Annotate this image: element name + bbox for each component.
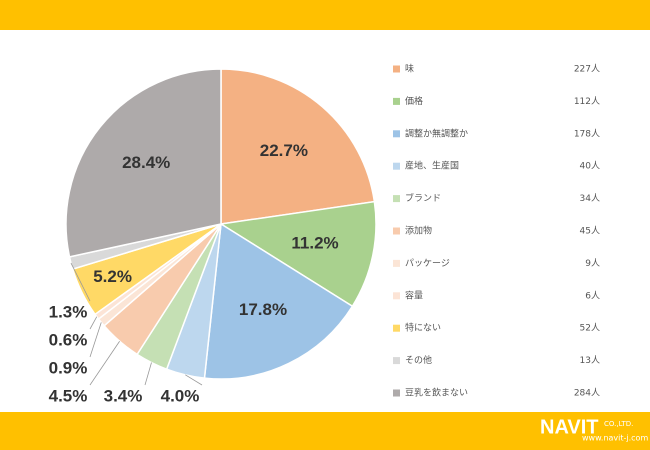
legend-label: 味 (405, 63, 414, 75)
pie-label: 0.6% (49, 330, 88, 349)
legend-swatch (393, 97, 400, 105)
legend-count: 34人 (580, 193, 600, 204)
legend-count: 6人 (585, 290, 600, 301)
legend-label: 添加物 (405, 225, 432, 237)
pie-label: 0.9% (49, 358, 88, 377)
leader-line (185, 374, 203, 386)
legend-label: その他 (405, 354, 432, 366)
leader-line (89, 322, 102, 358)
legend-swatch (393, 324, 400, 332)
pie-slice (218, 200, 377, 308)
pie-slice (65, 68, 222, 258)
pie-label: 5.2% (93, 267, 132, 286)
pie-label: 4.0% (161, 386, 200, 405)
top-bar (0, 0, 650, 30)
legend-count: 45人 (580, 226, 600, 237)
legend-swatch (393, 357, 400, 365)
leader-line (89, 341, 120, 386)
url: www.navit-j.com (582, 434, 648, 443)
legend-label: 特にない (405, 322, 441, 334)
leader-line (144, 362, 152, 386)
logo: NAVIT (540, 416, 599, 438)
legend-swatch (393, 195, 400, 203)
pie-slice (220, 68, 376, 225)
pie-label: 22.7% (260, 141, 308, 160)
legend-swatch (393, 292, 400, 300)
pie-label: 28.4% (122, 153, 170, 172)
company: CO.,LTD. (604, 420, 633, 428)
legend-swatch (393, 389, 400, 397)
legend-swatch (393, 65, 400, 73)
legend-label: 豆乳を飲まない (405, 387, 468, 399)
pie-label: 17.8% (239, 300, 287, 319)
pie-slice (203, 222, 354, 380)
legend-label: 調整か無調整か (405, 127, 468, 139)
bottom-bar (0, 412, 650, 450)
legend-count: 112人 (574, 96, 600, 107)
legend-label: パッケージ (405, 258, 450, 269)
pie-label: 11.2% (291, 233, 338, 252)
legend-count: 52人 (580, 323, 600, 334)
legend-label: 産地、生産国 (405, 160, 459, 172)
legend-swatch (393, 259, 400, 267)
legend-label: 容量 (405, 289, 423, 301)
legend-count: 227人 (574, 64, 600, 75)
pie-label: 4.5% (49, 386, 88, 405)
legend-count: 178人 (574, 128, 600, 139)
legend-count: 40人 (580, 161, 600, 172)
pie-label: 1.3% (49, 302, 88, 321)
pie-label: 3.4% (104, 386, 143, 405)
leader-line (89, 316, 98, 330)
legend-label: ブランド (405, 192, 441, 204)
legend-swatch (393, 227, 400, 235)
legend-count: 13人 (580, 355, 600, 366)
leader-line (70, 262, 91, 302)
legend-count: 9人 (585, 258, 600, 269)
legend-swatch (393, 130, 400, 138)
legend-count: 284人 (574, 388, 600, 399)
legend-label: 価格 (405, 95, 423, 107)
legend-swatch (393, 162, 400, 170)
